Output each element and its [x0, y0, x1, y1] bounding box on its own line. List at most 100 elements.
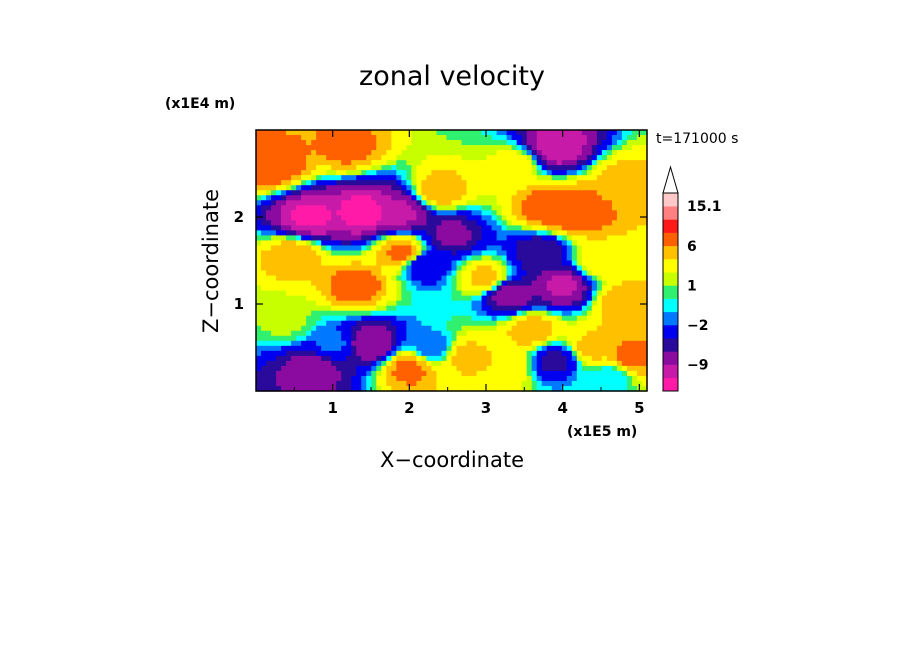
heatmap-cell	[371, 335, 377, 342]
heatmap-cell	[301, 185, 307, 191]
heatmap-cell	[636, 170, 643, 176]
heatmap-cell	[346, 370, 352, 377]
heatmap-cell	[446, 235, 453, 242]
heatmap-cell	[641, 315, 648, 322]
heatmap-cell	[521, 260, 528, 267]
heatmap-cell	[456, 260, 463, 267]
heatmap-cell	[401, 140, 407, 146]
heatmap-cell	[596, 225, 603, 231]
heatmap-cell	[341, 170, 347, 176]
heatmap-cell	[281, 240, 287, 247]
heatmap-cell	[451, 205, 458, 211]
heatmap-cell	[411, 245, 418, 252]
heatmap-cell	[536, 285, 543, 292]
heatmap-cell	[301, 170, 307, 176]
heatmap-cell	[336, 210, 342, 216]
heatmap-cell	[381, 300, 387, 307]
heatmap-cell	[636, 275, 643, 282]
heatmap-cell	[521, 265, 528, 272]
heatmap-cell	[556, 235, 563, 242]
heatmap-cell	[621, 130, 628, 136]
heatmap-cell	[311, 360, 317, 367]
chart-title: zonal velocity	[359, 61, 545, 92]
heatmap-cell	[626, 185, 633, 191]
heatmap-cell	[276, 175, 282, 181]
heatmap-cell	[311, 160, 317, 166]
heatmap-cell	[271, 240, 277, 247]
heatmap-cell	[401, 250, 407, 257]
heatmap-cell	[586, 255, 593, 262]
heatmap-cell	[561, 320, 568, 327]
heatmap-cell	[501, 385, 508, 392]
heatmap-cell	[576, 275, 583, 282]
heatmap-cell	[561, 385, 568, 392]
heatmap-cell	[361, 310, 367, 317]
heatmap-cell	[531, 150, 538, 156]
heatmap-cell	[391, 310, 397, 317]
heatmap-cell	[556, 300, 563, 307]
heatmap-cell	[291, 175, 297, 181]
heatmap-cell	[511, 150, 518, 156]
heatmap-cell	[606, 160, 613, 166]
heatmap-cell	[256, 185, 262, 191]
heatmap-cell	[346, 285, 352, 292]
heatmap-cell	[521, 275, 528, 282]
heatmap-cell	[401, 165, 407, 171]
heatmap-cell	[476, 210, 483, 216]
heatmap-cell	[391, 230, 397, 236]
heatmap-cell	[466, 150, 473, 156]
heatmap-cell	[351, 290, 357, 297]
heatmap-cell	[641, 345, 648, 352]
heatmap-cell	[271, 375, 277, 382]
heatmap-cell	[316, 365, 322, 372]
heatmap-cell	[556, 200, 563, 206]
heatmap-cell	[401, 310, 407, 317]
heatmap-cell	[301, 335, 307, 342]
heatmap-cell	[521, 170, 528, 176]
heatmap-cell	[456, 235, 463, 242]
heatmap-cell	[476, 245, 483, 252]
heatmap-cell	[461, 190, 468, 196]
heatmap-cell	[596, 200, 603, 206]
heatmap-cell	[501, 335, 508, 342]
heatmap-cell	[431, 365, 438, 372]
heatmap-cell	[491, 295, 498, 302]
heatmap-cell	[556, 165, 563, 171]
heatmap-cell	[381, 180, 387, 186]
heatmap-cell	[621, 145, 628, 151]
heatmap-cell	[531, 175, 538, 181]
heatmap-cell	[481, 230, 488, 236]
heatmap-cell	[416, 220, 423, 226]
heatmap-cell	[331, 160, 337, 166]
heatmap-cell	[366, 340, 372, 347]
heatmap-cell	[331, 140, 337, 146]
heatmap-cell	[536, 270, 543, 277]
heatmap-cell	[296, 345, 302, 352]
heatmap-cell	[501, 330, 508, 337]
heatmap-cell	[586, 235, 593, 242]
heatmap-cell	[386, 150, 392, 156]
heatmap-cell	[386, 370, 392, 377]
heatmap-cell	[326, 220, 332, 226]
heatmap-cell	[281, 365, 287, 372]
heatmap-cell	[626, 275, 633, 282]
heatmap-cell	[391, 220, 397, 226]
heatmap-cell	[481, 305, 488, 312]
heatmap-cell	[526, 140, 533, 146]
heatmap-cell	[571, 370, 578, 377]
heatmap-cell	[376, 210, 382, 216]
heatmap-cell	[521, 210, 528, 216]
heatmap-cell	[361, 275, 367, 282]
heatmap-cell	[426, 325, 433, 332]
heatmap-cell	[321, 130, 327, 136]
heatmap-cell	[541, 385, 548, 392]
heatmap-cell	[266, 250, 272, 257]
heatmap-cell	[291, 330, 297, 337]
heatmap-cell	[491, 340, 498, 347]
heatmap-cell	[561, 230, 568, 236]
heatmap-cell	[466, 305, 473, 312]
heatmap-cell	[461, 280, 468, 287]
heatmap-cell	[526, 250, 533, 257]
heatmap-cell	[316, 255, 322, 262]
heatmap-cell	[641, 235, 648, 242]
